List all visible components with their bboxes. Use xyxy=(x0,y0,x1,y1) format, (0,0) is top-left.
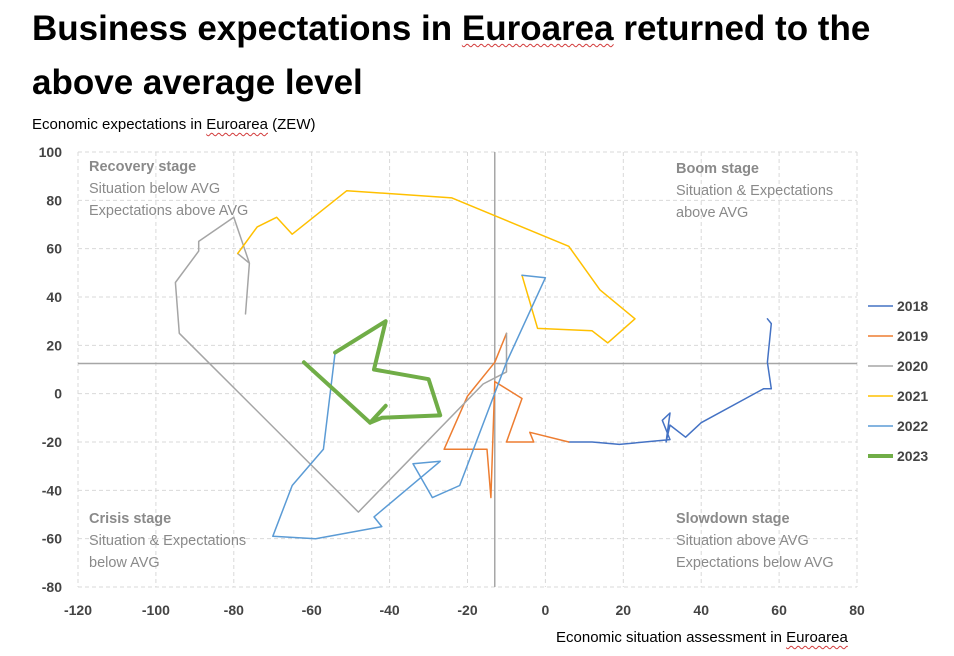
quadrant-crisis-line-2: below AVG xyxy=(89,555,160,571)
quadrant-boom-title: Boom stage xyxy=(676,161,759,177)
series-line-2021 xyxy=(236,189,636,344)
y-tick-label: -20 xyxy=(42,434,62,450)
legend-label-2018: 2018 xyxy=(897,298,928,314)
x-tick-label: 0 xyxy=(542,602,550,618)
x-tick-label: 80 xyxy=(849,602,865,618)
x-tick-label: -120 xyxy=(64,602,92,618)
y-axis-label: Economic expectations in Euroarea (ZEW) xyxy=(32,116,316,133)
y-tick-label: -40 xyxy=(42,482,62,498)
quadrant-boom-line-2: above AVG xyxy=(676,205,748,221)
series-line-2022 xyxy=(272,274,547,540)
y-tick-label: 20 xyxy=(46,337,62,353)
quadrant-crisis-title: Crisis stage xyxy=(89,511,171,527)
legend-label-2020: 2020 xyxy=(897,358,928,374)
y-tick-label: 0 xyxy=(54,386,62,402)
series-line-2023 xyxy=(301,319,443,425)
quadrant-slowdown-line-2: Expectations below AVG xyxy=(676,555,834,571)
quadrant-boom-line-1: Situation & Expectations xyxy=(676,183,833,199)
x-tick-label: 60 xyxy=(771,602,787,618)
quadrant-recovery-line-1: Situation below AVG xyxy=(89,181,220,197)
quadrant-slowdown-line-1: Situation above AVG xyxy=(676,533,809,549)
series-line-2019 xyxy=(443,332,570,499)
series-group xyxy=(174,189,773,540)
x-tick-label: 40 xyxy=(693,602,709,618)
legend-label-2021: 2021 xyxy=(897,388,928,404)
quadrant-recovery-title: Recovery stage xyxy=(89,159,196,175)
tick-labels: -120 -100 -80 -60 -40 -20 0 20 40 60 80 100 80 60 40 20… xyxy=(39,144,865,618)
legend: 2018 2019 2020 2021 2022 2023 xyxy=(868,298,928,464)
x-tick-label: -40 xyxy=(379,602,399,618)
gridlines xyxy=(77,151,858,588)
y-tick-label: 100 xyxy=(39,144,63,160)
y-tick-label: -60 xyxy=(42,531,62,547)
x-tick-label: -100 xyxy=(142,602,170,618)
x-tick-label: 20 xyxy=(616,602,632,618)
y-tick-label: 60 xyxy=(46,241,62,257)
average-lines xyxy=(78,152,857,587)
legend-label-2023: 2023 xyxy=(897,448,928,464)
quadrant-slowdown-title: Slowdown stage xyxy=(676,511,790,527)
series-line-2018 xyxy=(568,318,773,446)
legend-label-2022: 2022 xyxy=(897,418,928,434)
legend-label-2019: 2019 xyxy=(897,328,928,344)
y-tick-label: 40 xyxy=(46,289,62,305)
x-tick-label: -80 xyxy=(224,602,244,618)
y-tick-label: 80 xyxy=(46,192,62,208)
chart-title: Business expectations in Euroarea return… xyxy=(32,9,871,102)
x-axis-label: Economic situation assessment in Euroare… xyxy=(556,629,848,646)
quadrant-crisis-line-1: Situation & Expectations xyxy=(89,533,246,549)
y-tick-label: -80 xyxy=(42,579,62,595)
series-line-2020 xyxy=(174,216,508,513)
x-tick-label: -20 xyxy=(457,602,477,618)
x-tick-label: -60 xyxy=(302,602,322,618)
quadrant-recovery-line-2: Expectations above AVG xyxy=(89,203,248,219)
